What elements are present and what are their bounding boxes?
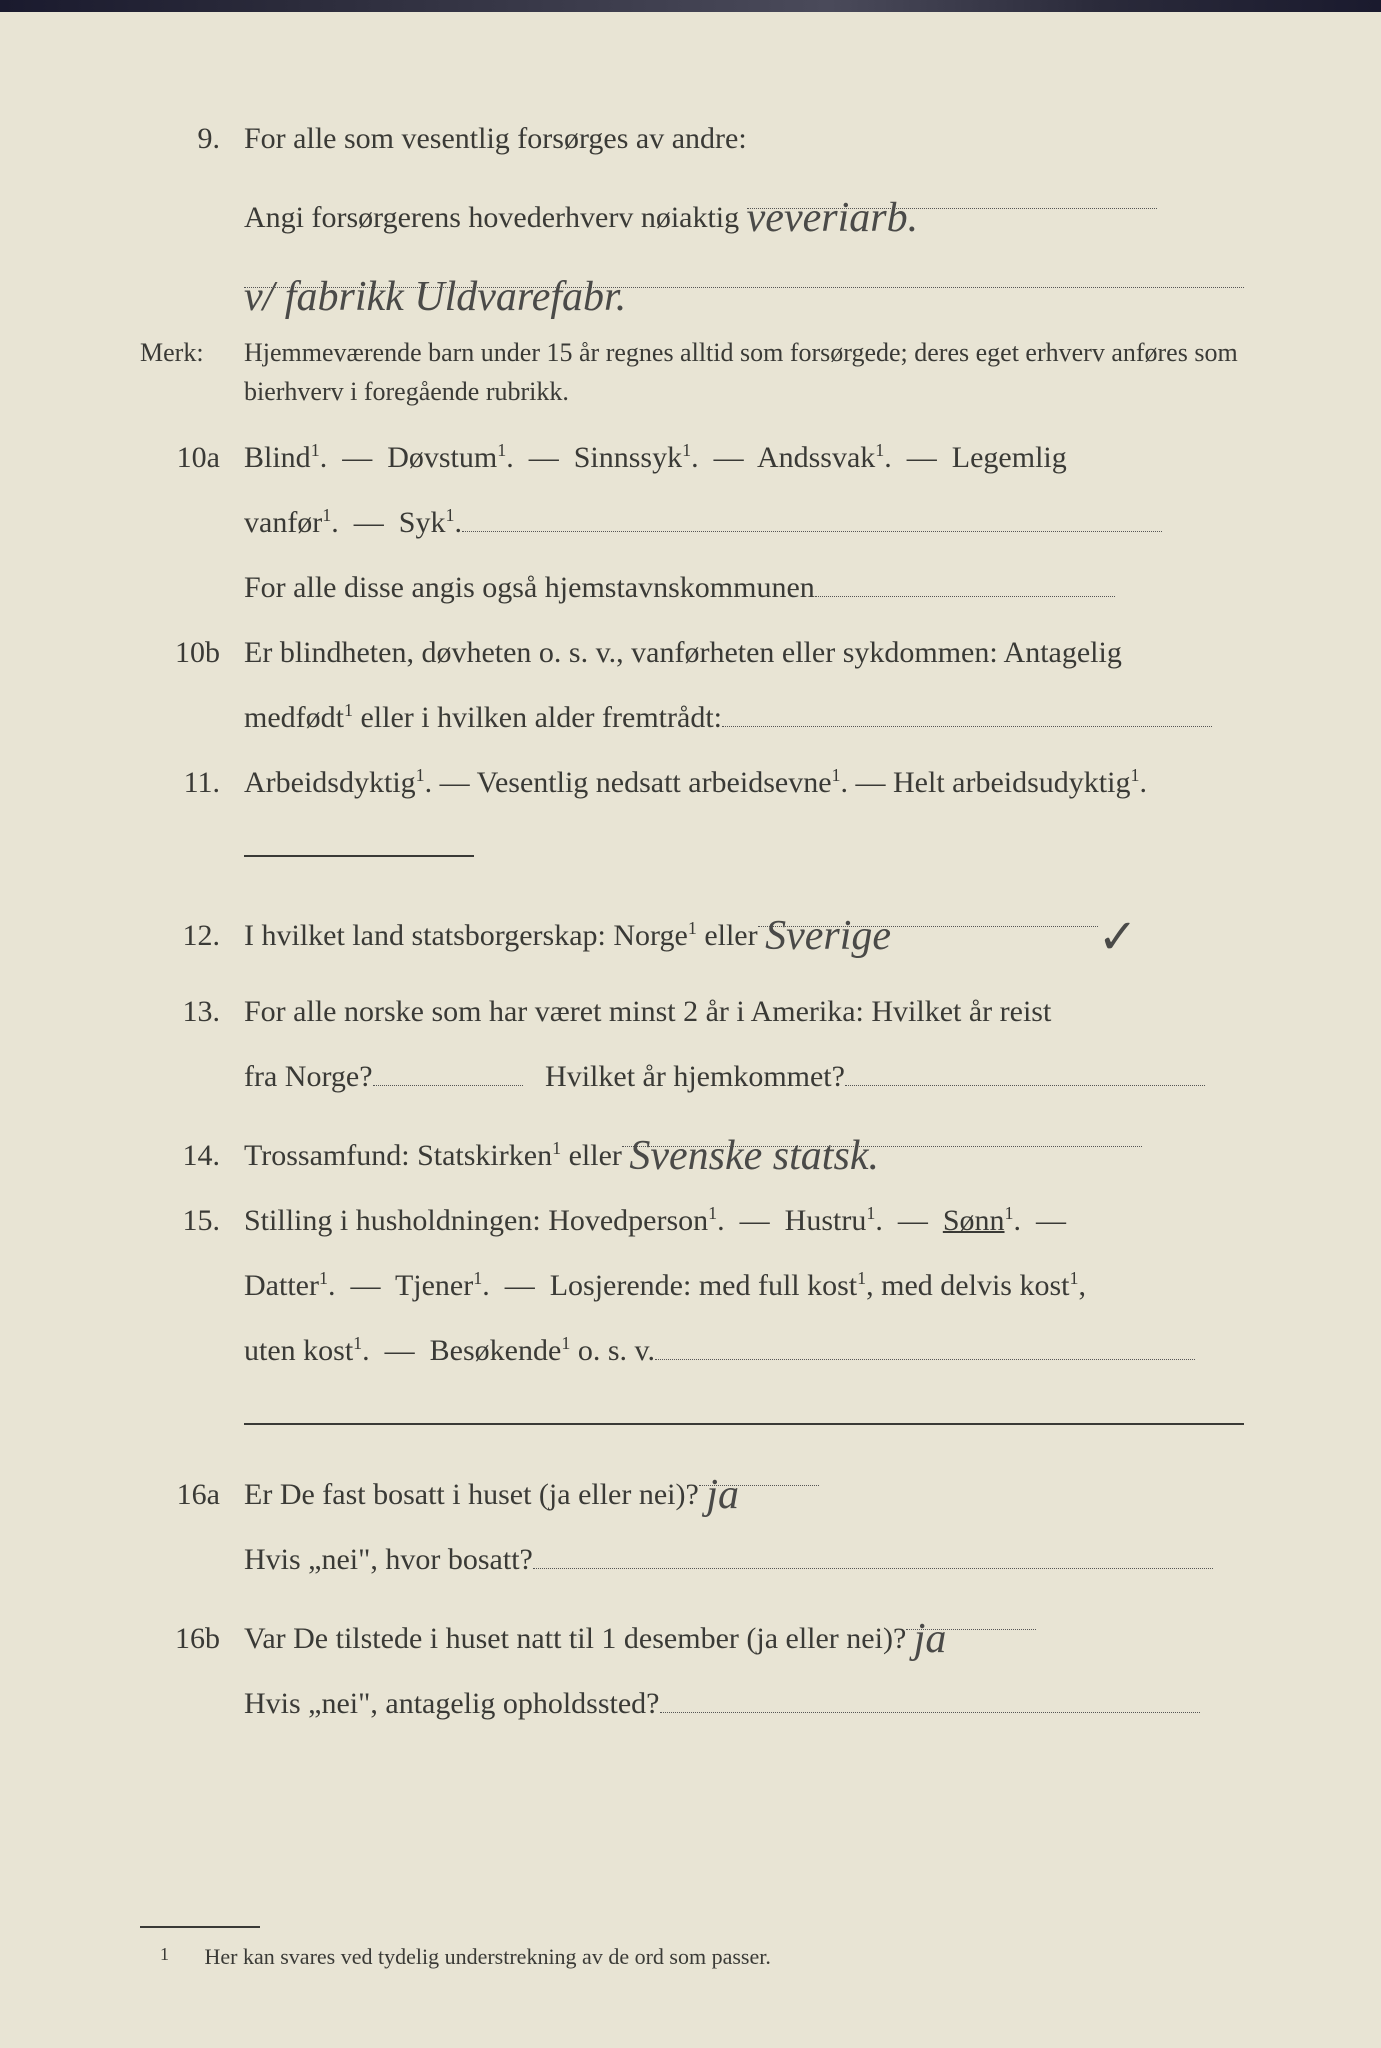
q11-line: Arbeidsdyktig1. — Vesentlig nedsatt arbe… <box>244 754 1261 811</box>
q15-row3: uten kost1. — Besøkende1 o. s. v. <box>140 1322 1261 1379</box>
q10a-line2: vanfør1. — Syk1. <box>244 494 1261 551</box>
q15-line3: uten kost1. — Besøkende1 o. s. v. <box>244 1322 1261 1379</box>
q15-selected-sonn: Sønn <box>943 1204 1005 1237</box>
q13-number: 13. <box>140 995 244 1029</box>
footnote-number: 1 <box>160 1944 169 1964</box>
q13-row2: fra Norge? Hvilket år hjemkommet? <box>140 1048 1261 1105</box>
q9-text1: For alle som vesentlig forsørges av andr… <box>244 110 1261 167</box>
q16a-line2: Hvis „nei", hvor bosatt? <box>244 1531 1261 1588</box>
q16a-line1: Er De fast bosatt i huset (ja eller nei)… <box>244 1452 1261 1523</box>
footnote-text: Her kan svares ved tydelig understreknin… <box>205 1944 771 1969</box>
q15-line2: Datter1. — Tjener1. — Losjerende: med fu… <box>244 1257 1261 1314</box>
q16b-row1: 16b Var De tilstede i huset natt til 1 d… <box>140 1596 1261 1667</box>
q10b-row2: medfødt1 eller i hvilken alder fremtrådt… <box>140 689 1261 746</box>
q12-row: 12. I hvilket land statsborgerskap: Norg… <box>140 884 1261 975</box>
q16b-row2: Hvis „nei", antagelig opholdssted? <box>140 1675 1261 1732</box>
q10a-row2: vanfør1. — Syk1. <box>140 494 1261 551</box>
q11-number: 11. <box>140 766 244 800</box>
q12-number: 12. <box>140 919 244 953</box>
q16b-line1: Var De tilstede i huset natt til 1 desem… <box>244 1596 1261 1667</box>
merk-label: Merk: <box>140 338 228 368</box>
q9-fill2: v/ fabrikk Uldvarefabr. <box>244 254 1244 288</box>
q9-row1: 9. For alle som vesentlig forsørges av a… <box>140 110 1261 167</box>
q12-line: I hvilket land statsborgerskap: Norge1 e… <box>244 884 1261 975</box>
q15-line1: Stilling i husholdningen: Hovedperson1. … <box>244 1192 1261 1249</box>
q9-row3: v/ fabrikk Uldvarefabr. <box>140 254 1261 325</box>
q9-hand2-line: v/ fabrikk Uldvarefabr. <box>244 254 1261 325</box>
footnote: 1 Her kan svares ved tydelig understrekn… <box>160 1944 771 1970</box>
q10b-number: 10b <box>140 636 244 670</box>
q14-line: Trossamfund: Statskirken1 eller Svenske … <box>244 1113 1261 1184</box>
q9-fill1: veveriarb. <box>747 175 1157 209</box>
q11-underline <box>140 819 1261 876</box>
q13-line1: For alle norske som har været minst 2 år… <box>244 983 1261 1040</box>
checkmark-icon: ✓ <box>1098 911 1138 964</box>
q14-row: 14. Trossamfund: Statskirken1 eller Sven… <box>140 1113 1261 1184</box>
merk-text: Hjemmeværende barn under 15 år regnes al… <box>244 333 1261 411</box>
q10a-line3: For alle disse angis også hjemstavnskomm… <box>244 559 1261 616</box>
q16a-row2: Hvis „nei", hvor bosatt? <box>140 1531 1261 1588</box>
q13-row1: 13. For alle norske som har været minst … <box>140 983 1261 1040</box>
q10a-row3: For alle disse angis også hjemstavnskomm… <box>140 559 1261 616</box>
q10a-row1: 10a Blind1. — Døvstum1. — Sinnssyk1. — A… <box>140 429 1261 486</box>
q13-line2: fra Norge? Hvilket år hjemkommet? <box>244 1048 1261 1105</box>
q9-text2: Angi forsørgerens hovederhverv nøiaktig … <box>244 175 1261 246</box>
q16a-row1: 16a Er De fast bosatt i huset (ja eller … <box>140 1452 1261 1523</box>
q15-number: 15. <box>140 1204 244 1238</box>
q15-row1: 15. Stilling i husholdningen: Hovedperso… <box>140 1192 1261 1249</box>
q16a-fill: ja <box>699 1452 819 1486</box>
q10a-line1: Blind1. — Døvstum1. — Sinnssyk1. — Andss… <box>244 429 1261 486</box>
q15-row2: Datter1. — Tjener1. — Losjerende: med fu… <box>140 1257 1261 1314</box>
q16b-line2: Hvis „nei", antagelig opholdssted? <box>244 1675 1261 1732</box>
q12-fill: Sverige <box>758 893 1098 927</box>
q10a-number: 10a <box>140 441 244 475</box>
merk-row: Merk: Hjemmeværende barn under 15 år reg… <box>140 333 1261 411</box>
q9-row2: Angi forsørgerens hovederhverv nøiaktig … <box>140 175 1261 246</box>
q9-number: 9. <box>140 122 244 156</box>
q16a-number: 16a <box>140 1478 244 1512</box>
q11-row: 11. Arbeidsdyktig1. — Vesentlig nedsatt … <box>140 754 1261 811</box>
q16b-fill: ja <box>906 1596 1036 1630</box>
q10b-line1: Er blindheten, døvheten o. s. v., vanfør… <box>244 624 1261 681</box>
q16b-number: 16b <box>140 1622 244 1656</box>
q10b-row1: 10b Er blindheten, døvheten o. s. v., va… <box>140 624 1261 681</box>
q10b-line2: medfødt1 eller i hvilken alder fremtrådt… <box>244 689 1261 746</box>
q15-underline <box>140 1387 1261 1444</box>
footnote-separator <box>140 1926 260 1928</box>
q14-number: 14. <box>140 1139 244 1173</box>
q14-fill: Svenske statsk. <box>622 1113 1142 1147</box>
census-form-page: 9. For alle som vesentlig forsørges av a… <box>0 0 1381 1800</box>
